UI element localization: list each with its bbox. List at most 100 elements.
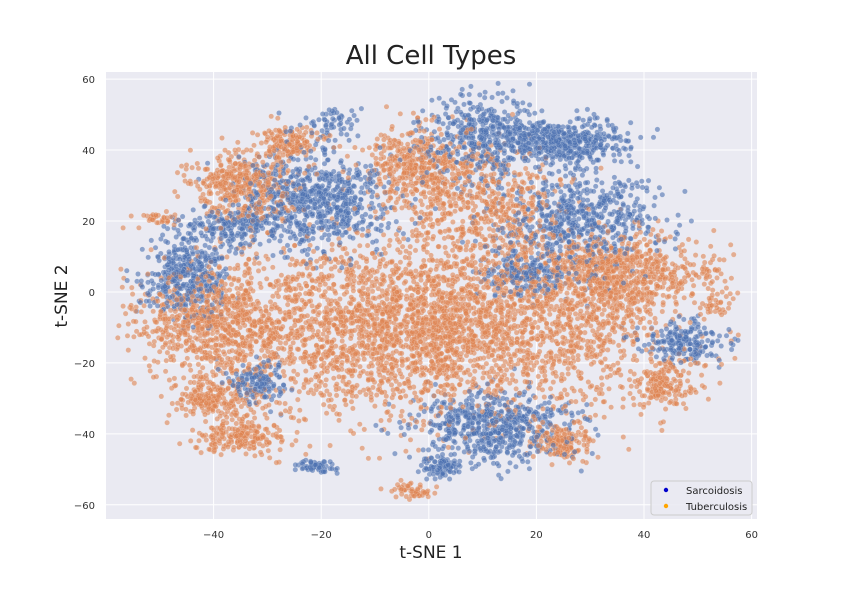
scatter-point-sarcoidosis <box>362 163 369 170</box>
scatter-point-tuberculosis <box>308 376 314 383</box>
scatter-point-sarcoidosis <box>658 328 665 334</box>
scatter-point-sarcoidosis <box>728 346 735 353</box>
scatter-point-sarcoidosis <box>316 116 322 123</box>
scatter-point-sarcoidosis <box>515 110 521 117</box>
scatter-point-tuberculosis <box>386 242 393 249</box>
scatter-point-sarcoidosis <box>304 251 311 258</box>
scatter-point-tuberculosis <box>698 372 705 378</box>
scatter-point-tuberculosis <box>243 451 249 457</box>
scatter-point-tuberculosis <box>685 236 692 243</box>
scatter-point-tuberculosis <box>464 379 471 385</box>
scatter-point-sarcoidosis <box>654 126 661 133</box>
scatter-point-tuberculosis <box>274 115 281 121</box>
scatter-point-tuberculosis <box>557 176 564 183</box>
scatter-point-sarcoidosis <box>461 101 467 108</box>
scatter-point-sarcoidosis <box>592 183 599 190</box>
scatter-point-tuberculosis <box>711 227 717 234</box>
scatter-point-tuberculosis <box>365 455 372 462</box>
scatter-point-tuberculosis <box>648 356 654 362</box>
scatter-point-tuberculosis <box>401 198 408 204</box>
scatter-point-tuberculosis <box>378 486 384 492</box>
scatter-point-tuberculosis <box>192 444 199 451</box>
scatter-point-tuberculosis <box>258 140 265 146</box>
scatter-point-sarcoidosis <box>520 100 526 106</box>
scatter-point-sarcoidosis <box>633 179 640 186</box>
scatter-point-tuberculosis <box>726 300 733 307</box>
scatter-point-tuberculosis <box>394 246 401 253</box>
scatter-point-sarcoidosis <box>223 370 229 377</box>
scatter-point-sarcoidosis <box>350 235 356 241</box>
scatter-point-tuberculosis <box>701 384 708 391</box>
scatter-point-tuberculosis <box>592 412 599 419</box>
scatter-point-tuberculosis <box>296 418 302 424</box>
scatter-point-tuberculosis <box>734 290 741 296</box>
scatter-point-tuberculosis <box>347 335 354 342</box>
scatter-point-tuberculosis <box>480 375 486 381</box>
scatter-point-sarcoidosis <box>489 94 495 101</box>
scatter-point-tuberculosis <box>690 282 697 289</box>
scatter-point-tuberculosis <box>403 248 409 254</box>
scatter-point-tuberculosis <box>459 265 466 271</box>
scatter-point-tuberculosis <box>662 406 669 412</box>
scatter-point-sarcoidosis <box>198 230 204 236</box>
scatter-point-sarcoidosis <box>656 184 663 191</box>
scatter-point-tuberculosis <box>330 375 337 382</box>
scatter-point-tuberculosis <box>221 364 228 371</box>
scatter-point-tuberculosis <box>364 242 371 249</box>
scatter-point-sarcoidosis <box>461 143 467 150</box>
scatter-point-tuberculosis <box>463 246 469 253</box>
scatter-point-tuberculosis <box>478 225 484 232</box>
scatter-point-tuberculosis <box>422 194 428 200</box>
scatter-point-sarcoidosis <box>567 119 574 125</box>
scatter-point-tuberculosis <box>328 266 335 272</box>
scatter-point-tuberculosis <box>508 364 514 371</box>
scatter-point-tuberculosis <box>604 374 611 380</box>
scatter-point-tuberculosis <box>647 311 654 318</box>
scatter-point-tuberculosis <box>202 411 208 418</box>
scatter-point-tuberculosis <box>120 225 126 231</box>
scatter-point-tuberculosis <box>150 374 157 380</box>
scatter-point-sarcoidosis <box>398 424 404 431</box>
scatter-point-sarcoidosis <box>582 179 589 186</box>
scatter-point-tuberculosis <box>547 311 553 318</box>
scatter-point-sarcoidosis <box>428 427 435 434</box>
scatter-point-sarcoidosis <box>369 193 375 200</box>
scatter-point-tuberculosis <box>535 324 541 331</box>
scatter-point-tuberculosis <box>583 428 589 435</box>
scatter-point-sarcoidosis <box>337 120 344 127</box>
scatter-point-tuberculosis <box>437 383 444 390</box>
scatter-point-sarcoidosis <box>415 468 422 475</box>
scatter-point-sarcoidosis <box>543 154 549 160</box>
scatter-point-tuberculosis <box>397 111 404 117</box>
scatter-point-tuberculosis <box>442 244 448 251</box>
points-layer <box>115 80 742 503</box>
scatter-point-tuberculosis <box>300 342 307 349</box>
scatter-point-sarcoidosis <box>330 168 337 175</box>
scatter-point-tuberculosis <box>519 334 526 341</box>
scatter-point-tuberculosis <box>403 448 409 455</box>
scatter-point-tuberculosis <box>249 130 256 136</box>
scatter-point-sarcoidosis <box>166 249 172 255</box>
scatter-point-sarcoidosis <box>639 178 645 184</box>
scatter-point-tuberculosis <box>277 446 283 453</box>
scatter-point-sarcoidosis <box>611 152 617 158</box>
scatter-point-sarcoidosis <box>469 465 476 472</box>
scatter-point-tuberculosis <box>637 258 643 265</box>
scatter-point-tuberculosis <box>627 390 633 397</box>
scatter-point-tuberculosis <box>142 355 148 361</box>
scatter-point-tuberculosis <box>294 429 300 436</box>
scatter-point-tuberculosis <box>368 394 375 401</box>
scatter-point-tuberculosis <box>697 311 704 318</box>
scatter-point-sarcoidosis <box>472 238 479 244</box>
scatter-point-sarcoidosis <box>276 110 282 116</box>
scatter-point-sarcoidosis <box>393 218 400 225</box>
scatter-point-sarcoidosis <box>303 115 309 121</box>
scatter-point-tuberculosis <box>537 381 543 388</box>
scatter-point-sarcoidosis <box>396 419 403 426</box>
scatter-point-tuberculosis <box>456 381 463 388</box>
scatter-point-sarcoidosis <box>540 180 547 186</box>
scatter-point-tuberculosis <box>269 264 276 271</box>
scatter-point-sarcoidosis <box>532 110 538 116</box>
scatter-point-tuberculosis <box>445 382 451 389</box>
scatter-point-sarcoidosis <box>354 117 360 124</box>
